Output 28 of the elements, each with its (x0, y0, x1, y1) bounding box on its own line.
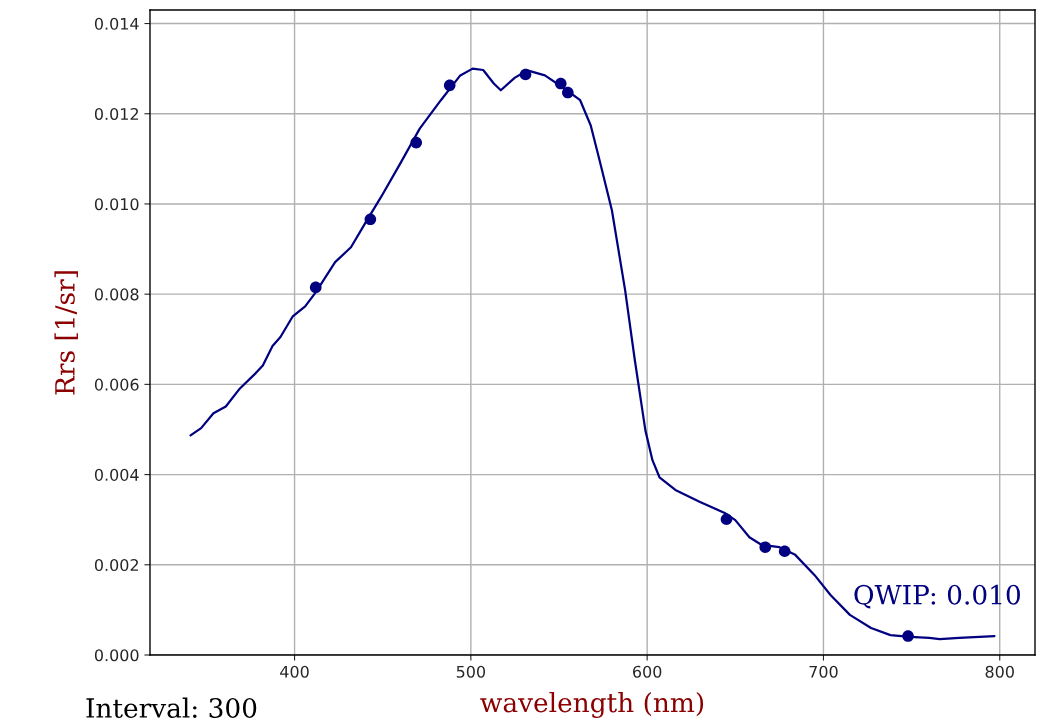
y-tick-label: 0.008 (94, 288, 139, 301)
text: Interval: 300 (86, 697, 257, 718)
point (443, 79, 456, 92)
point (410, 136, 423, 149)
x-axis-title: wavelength (nm) (480, 691, 704, 718)
point (309, 281, 322, 294)
x-tick-label: 500 (456, 665, 486, 678)
y-axis-title: Rrs [1/sr] (54, 271, 78, 395)
point (778, 545, 791, 558)
annotation: QWIP: 0.010 (854, 584, 1020, 609)
y-tick-label: 0.010 (94, 198, 139, 211)
y-tick-label: 0.004 (94, 468, 139, 481)
y-tick-label: 0.000 (94, 649, 139, 662)
y-tick-label: 0.006 (94, 378, 139, 391)
point (759, 541, 772, 554)
point (720, 513, 733, 526)
point (519, 68, 532, 81)
point (364, 213, 377, 226)
x-tick-label: 700 (809, 665, 838, 678)
point (562, 86, 574, 99)
y-tick-label: 0.002 (94, 559, 138, 572)
x-tick-label: 800 (985, 665, 1014, 678)
point (902, 630, 914, 642)
y-tick-label: 0.012 (94, 107, 138, 121)
y-tick-label: 0.014 (94, 17, 139, 30)
x-tick-label: 400 (280, 665, 309, 678)
point (554, 77, 567, 90)
x-tick-label: 600 (633, 665, 662, 678)
